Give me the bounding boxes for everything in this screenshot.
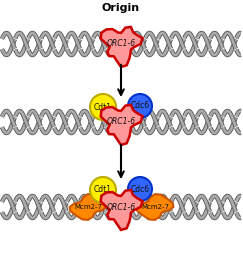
Text: Mcm2-7: Mcm2-7 [141, 204, 169, 210]
Polygon shape [101, 190, 143, 230]
Text: Cdt1: Cdt1 [94, 185, 112, 194]
Text: Mcm2-7: Mcm2-7 [74, 204, 102, 210]
Polygon shape [137, 194, 174, 220]
Text: Origin: Origin [102, 3, 140, 13]
Polygon shape [101, 27, 143, 67]
Text: Cdc6: Cdc6 [130, 184, 149, 194]
Ellipse shape [90, 94, 116, 120]
Text: Cdc6: Cdc6 [130, 101, 149, 111]
Text: ORC1-6: ORC1-6 [106, 40, 136, 48]
Ellipse shape [128, 94, 152, 118]
Ellipse shape [90, 177, 116, 203]
Text: ORC1-6: ORC1-6 [106, 117, 136, 127]
Text: ORC1-6: ORC1-6 [106, 203, 136, 211]
Polygon shape [69, 194, 106, 220]
Ellipse shape [128, 177, 152, 201]
Text: Cdt1: Cdt1 [94, 102, 112, 112]
Polygon shape [101, 105, 143, 145]
